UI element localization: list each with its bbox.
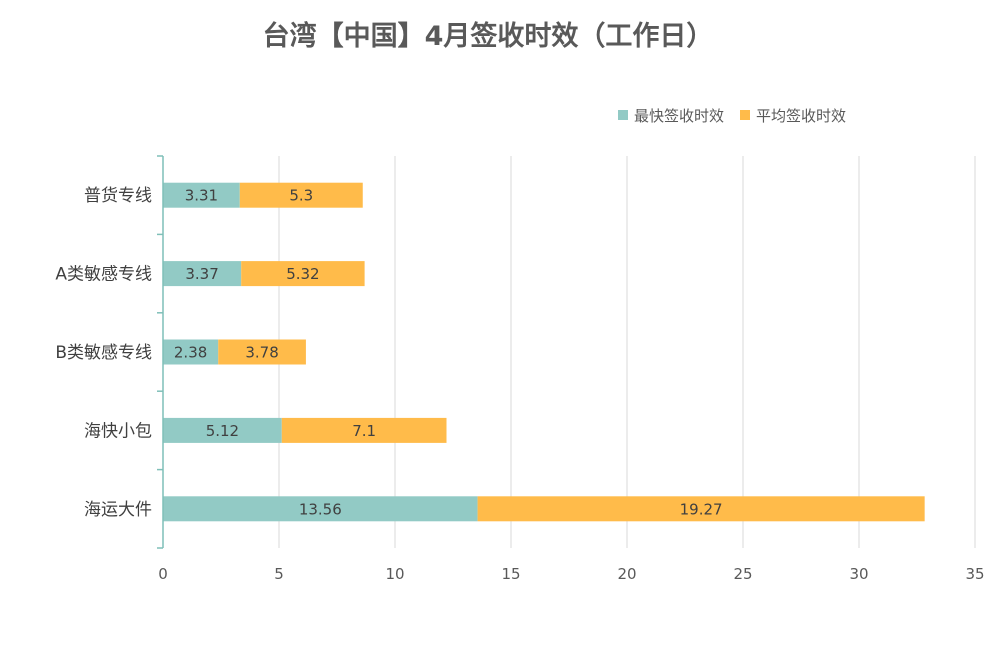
tick-label-25: 25 [733,565,752,583]
data-label-1-2: 3.78 [245,344,278,362]
legend: 最快签收时效 平均签收时效 [618,107,846,125]
bar-0-2 [163,339,219,365]
tick-label-5: 5 [274,565,284,583]
category-label-1: A类敏感专线 [55,265,152,285]
chart-title: 台湾【中国】4月签收时效（工作日） [263,20,714,52]
category-label-4: 海运大件 [84,500,152,520]
bar-0-0 [163,182,240,208]
category-label-2: B类敏感专线 [55,343,152,363]
category-label-3: 海快小包 [84,421,152,441]
data-label-0-0: 3.31 [185,187,218,205]
tick-label-20: 20 [617,565,636,583]
data-label-0-1: 3.37 [185,265,218,283]
bar-1-0 [239,182,363,208]
data-label-1-4: 19.27 [680,500,723,518]
bars: 3.31 5.3 3.37 5.32 2.38 3.78 5.12 7.1 13.56 19.27 [163,182,925,522]
data-label-0-4: 13.56 [299,500,342,518]
data-label-1-1: 5.32 [286,265,319,283]
category-label-0: 普货专线 [84,186,152,206]
bar-1-4 [477,496,925,522]
bar-0-3 [163,417,282,443]
data-label-0-2: 2.38 [174,344,207,362]
data-label-1-3: 7.1 [352,422,376,440]
legend-label-series-1: 平均签收时效 [756,107,846,125]
value-axis-ticks: 0 5 10 15 20 25 30 35 [158,565,984,583]
data-label-0-3: 5.12 [206,422,239,440]
category-axis [157,155,164,549]
tick-label-35: 35 [965,565,984,583]
bar-0-4 [163,496,478,522]
legend-swatch-series-1 [740,110,750,120]
bar-0-1 [163,261,242,287]
tick-label-15: 15 [501,565,520,583]
tick-label-10: 10 [385,565,404,583]
grid-lines [278,156,976,548]
legend-label-series-0: 最快签收时效 [634,107,724,125]
bar-1-3 [281,417,447,443]
data-label-1-0: 5.3 [289,187,313,205]
bar-1-2 [218,339,306,365]
tick-label-30: 30 [849,565,868,583]
tick-label-0: 0 [158,565,168,583]
legend-swatch-series-0 [618,110,628,120]
bar-1-1 [241,261,365,287]
